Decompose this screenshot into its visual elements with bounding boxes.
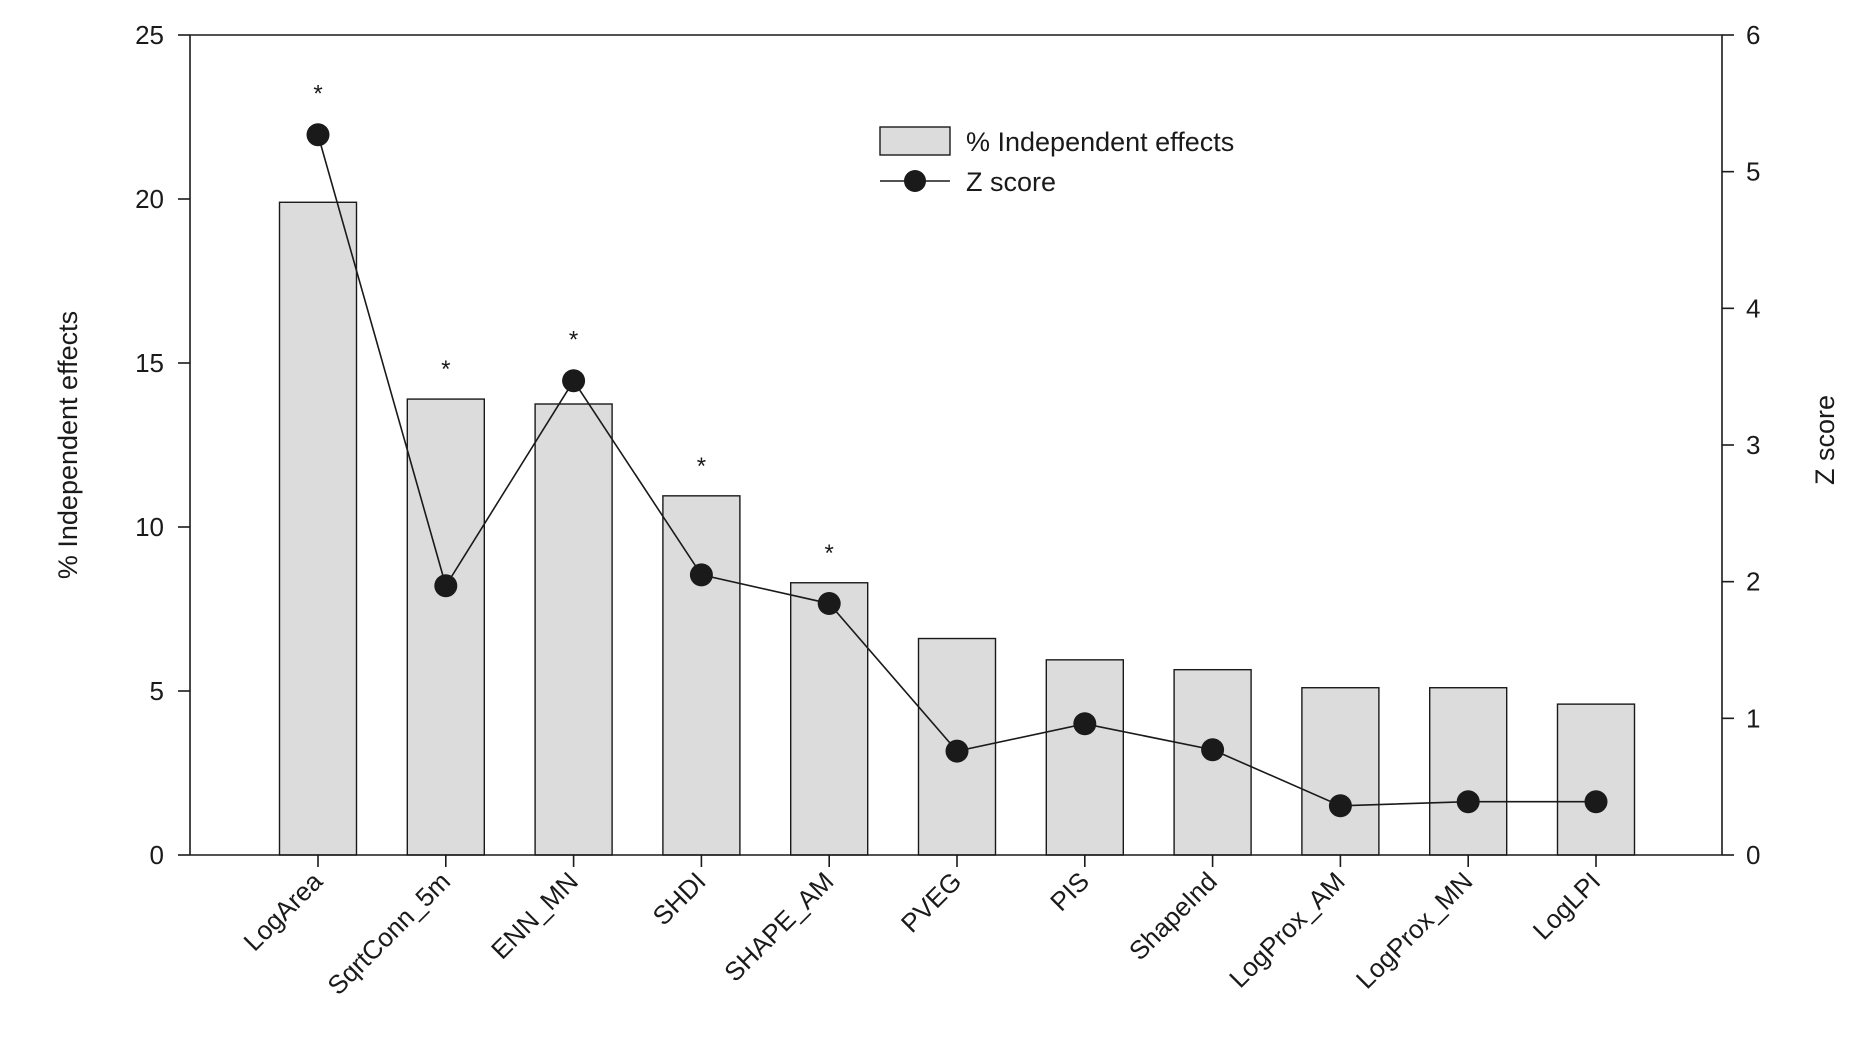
left-axis-title: % Independent effects [53,311,83,579]
zscore-point-shapeind [1201,738,1225,762]
significance-mark: * [441,356,450,383]
legend: % Independent effects Z score [879,126,1234,197]
zscore-point-enn-mn [562,369,586,393]
left-axis-ticks: 0 5 10 15 20 25 [135,20,190,870]
significance-mark: * [569,326,578,353]
bar-shapeind [1173,668,1252,856]
category-label: LogLPI [1527,866,1606,945]
right-axis-ticks: 0 1 2 3 4 5 6 [1722,20,1760,870]
right-tick-label: 5 [1746,157,1760,187]
significance-mark: * [697,453,706,480]
category-label: PVEG [895,866,967,938]
right-tick-label: 2 [1746,567,1760,597]
category-label: LogProx_MN [1350,866,1479,995]
legend-bar-label: % Independent effects [966,127,1234,157]
zscore-point-logprox-mn [1456,790,1480,814]
right-tick-label: 0 [1746,840,1760,870]
left-tick-label: 10 [135,512,164,542]
left-tick-label: 20 [135,184,164,214]
zscore-point-shape-am [817,592,841,616]
left-tick-label: 5 [150,676,164,706]
right-tick-label: 6 [1746,20,1760,50]
right-axis-title: Z score [1810,395,1840,485]
right-tick-label: 3 [1746,430,1760,460]
bar-logprox-am [1301,687,1380,856]
right-tick-label: 1 [1746,703,1760,733]
right-tick-label: 4 [1746,293,1760,323]
legend-line-label: Z score [966,167,1056,197]
category-label: ENN_MN [485,866,584,965]
left-tick-label: 15 [135,348,164,378]
legend-bar-swatch [879,126,951,156]
significance-mark: * [313,80,322,107]
zscore-point-pis [1073,712,1097,736]
category-label: PIS [1044,866,1095,917]
zscore-line-layer [306,123,1608,818]
legend-line-marker [904,170,926,192]
zscore-point-loglpi [1584,790,1608,814]
bar-loglpi [1556,703,1636,856]
bars-layer [278,201,1636,856]
zscore-point-logprox-am [1328,794,1352,818]
significance-mark: * [825,540,834,567]
category-label: SqrtConn_5m [321,866,456,1001]
zscore-point-shdi [689,563,713,587]
category-label: LogArea [238,866,329,957]
category-label: ShapeInd [1123,866,1223,966]
category-label: SHDI [647,866,712,931]
category-label: LogProx_AM [1223,866,1351,994]
bar-shape-am [790,582,869,856]
zscore-point-logarea [306,123,330,147]
zscore-point-pveg [945,739,969,763]
left-tick-label: 0 [150,840,164,870]
bar-logarea [278,201,358,856]
category-label: SHAPE_AM [718,866,839,987]
zscore-point-sqrtconn-5m [434,574,458,598]
significance-layer: * * * * * [313,80,834,566]
bar-shdi [662,495,741,856]
bar-pis [1045,659,1125,856]
bar-sqrtconn-5m [406,398,485,856]
left-tick-label: 25 [135,20,164,50]
bar-logprox-mn [1428,687,1508,856]
bar-enn-mn [534,403,613,856]
